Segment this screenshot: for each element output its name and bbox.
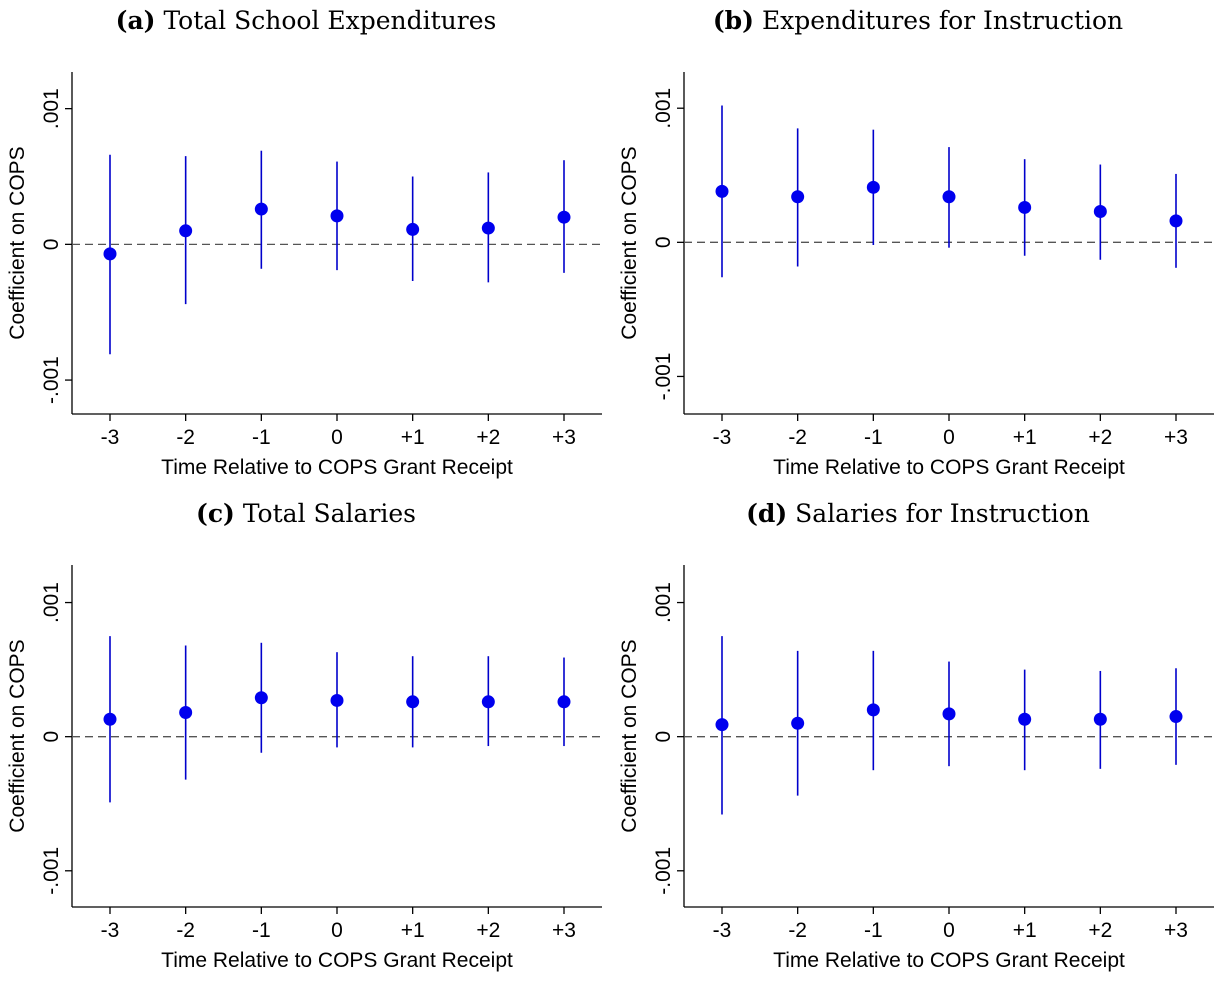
x-tick-label: -3	[713, 919, 732, 942]
point-estimate	[715, 718, 729, 732]
point-estimate	[1093, 204, 1107, 218]
chart-title: Total Salaries	[242, 499, 417, 528]
x-tick-label: -1	[252, 426, 271, 449]
panel-tag: (c)	[195, 499, 235, 528]
chart-title: Expenditures for Instruction	[761, 6, 1124, 35]
point-estimate	[557, 695, 571, 709]
panel-title: (b) Expenditures for Instruction	[612, 6, 1224, 35]
x-axis-title: Time Relative to COPS Grant Receipt	[161, 949, 513, 972]
point-estimate	[481, 695, 495, 709]
panel-c: (c) Total Salaries -.001 0 .001 Coefficient…	[0, 493, 612, 985]
y-tick-label: -.001	[40, 847, 63, 895]
point-estimate	[791, 716, 805, 730]
point-estimate	[1018, 712, 1032, 726]
point-estimate	[557, 210, 571, 224]
point-estimate	[1169, 214, 1183, 228]
point-estimate	[866, 703, 880, 717]
chart-plot: -.001 0 .001 Coefficient on COPS -3 -2 -1 0 +1 +2…	[618, 72, 1214, 479]
panel-title: (a) Total School Expenditures	[0, 6, 612, 35]
y-axis-title: Coefficient on COPS	[6, 146, 29, 339]
point-estimate	[715, 184, 729, 198]
x-tick-label: +3	[1164, 426, 1188, 449]
x-tick-label: 0	[943, 919, 955, 942]
x-tick-label: -3	[101, 919, 120, 942]
y-axis-title: Coefficient on COPS	[618, 146, 641, 339]
point-estimate	[942, 707, 956, 721]
x-tick-label: 0	[331, 426, 343, 449]
x-tick-label: +3	[552, 426, 576, 449]
x-tick-label: -1	[252, 919, 271, 942]
panel-tag: (a)	[115, 6, 156, 35]
x-tick-label: -2	[788, 426, 807, 449]
x-tick-label: -2	[176, 919, 195, 942]
point-estimate	[254, 691, 268, 705]
panel-title: (d) Salaries for Instruction	[612, 499, 1224, 528]
y-axis-title: Coefficient on COPS	[6, 639, 29, 832]
point-estimate	[330, 693, 344, 707]
y-tick-label: .001	[40, 88, 63, 129]
panel-d: (d) Salaries for Instruction -.001 0 .001 C…	[612, 493, 1224, 985]
panel-title: (c) Total Salaries	[0, 499, 612, 528]
y-tick-label: 0	[40, 239, 63, 251]
x-tick-label: +1	[1013, 426, 1037, 449]
point-estimate	[942, 190, 956, 204]
x-tick-label: -2	[176, 426, 195, 449]
y-tick-label: 0	[652, 731, 675, 743]
y-tick-label: .001	[40, 582, 63, 623]
panel-tag: (d)	[746, 499, 788, 528]
chart-title: Total School Expenditures	[163, 6, 497, 35]
point-estimate	[406, 695, 420, 709]
point-estimate	[330, 209, 344, 223]
x-tick-label: +2	[1088, 919, 1112, 942]
chart-plot: -.001 0 .001 Coefficient on COPS -3 -2 -1 0 +1 +2…	[618, 565, 1214, 972]
x-axis-title: Time Relative to COPS Grant Receipt	[773, 456, 1125, 479]
x-tick-label: -3	[101, 426, 120, 449]
chart-plot: -.001 0 .001 Coefficient on COPS -3 -2 -1 0 +1 +2…	[6, 72, 602, 479]
x-tick-label: +2	[476, 919, 500, 942]
panel-a: (a) Total School Expenditures -.001 0 .001…	[0, 0, 612, 492]
y-tick-label: 0	[652, 236, 675, 248]
point-estimate	[103, 247, 117, 261]
x-tick-label: +3	[1164, 919, 1188, 942]
x-tick-label: -3	[713, 426, 732, 449]
x-tick-label: +1	[1013, 919, 1037, 942]
point-estimate	[791, 190, 805, 204]
x-tick-label: +1	[401, 426, 425, 449]
y-axis-title: Coefficient on COPS	[618, 639, 641, 832]
panel-b: (b) Expenditures for Instruction -.001 0.…	[612, 0, 1224, 492]
point-estimate	[1018, 200, 1032, 214]
y-tick-label: -.001	[652, 847, 675, 895]
x-tick-label: +1	[401, 919, 425, 942]
x-axis-title: Time Relative to COPS Grant Receipt	[773, 949, 1125, 972]
x-tick-label: 0	[943, 426, 955, 449]
point-estimate	[1093, 712, 1107, 726]
x-tick-label: -1	[864, 919, 883, 942]
x-tick-label: 0	[331, 919, 343, 942]
x-axis-title: Time Relative to COPS Grant Receipt	[161, 456, 513, 479]
y-tick-label: -.001	[40, 356, 63, 404]
y-tick-label: .001	[652, 582, 675, 623]
point-estimate	[103, 712, 117, 726]
point-estimate	[179, 224, 193, 238]
point-estimate	[866, 180, 880, 194]
y-tick-label: 0	[40, 731, 63, 743]
y-tick-label: -.001	[652, 353, 675, 401]
x-tick-label: -2	[788, 919, 807, 942]
x-tick-label: -1	[864, 426, 883, 449]
point-estimate	[1169, 710, 1183, 724]
y-tick-label: .001	[652, 88, 675, 129]
point-estimate	[254, 202, 268, 216]
point-estimate	[179, 706, 193, 720]
x-tick-label: +2	[1088, 426, 1112, 449]
panel-tag: (b)	[712, 6, 754, 35]
chart-plot: -.001 0 .001 Coefficient on COPS -3 -2 -1 0 +1 +2…	[6, 565, 602, 972]
point-estimate	[481, 221, 495, 235]
chart-title: Salaries for Instruction	[795, 499, 1090, 528]
x-tick-label: +3	[552, 919, 576, 942]
point-estimate	[406, 222, 420, 236]
x-tick-label: +2	[476, 426, 500, 449]
